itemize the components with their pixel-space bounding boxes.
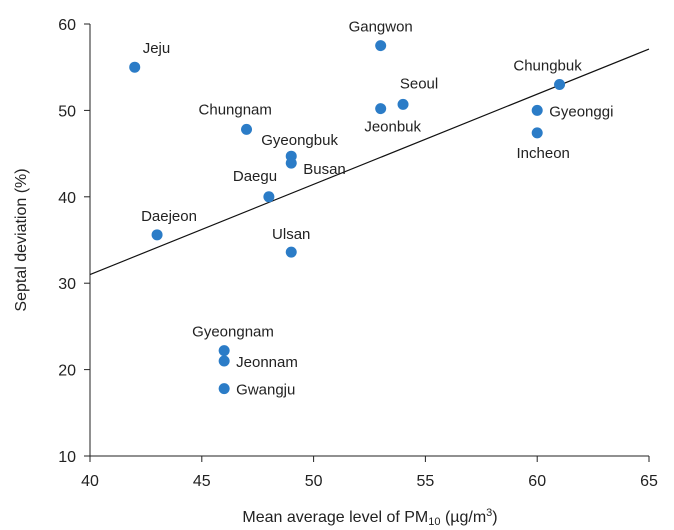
data-point bbox=[531, 104, 543, 116]
y-tick-label: 50 bbox=[58, 103, 76, 120]
x-axis-title-main: Mean average level of PM bbox=[242, 509, 428, 526]
point-label: Gangwon bbox=[349, 19, 413, 36]
point-label: Jeju bbox=[143, 40, 171, 57]
point-label: Seoul bbox=[400, 75, 438, 92]
data-point bbox=[531, 127, 543, 139]
point-label: Busan bbox=[303, 161, 346, 178]
point-label: Jeonnam bbox=[236, 354, 298, 371]
data-point bbox=[554, 78, 566, 90]
x-axis-title-subscript: 10 bbox=[428, 516, 440, 528]
y-axis-title: Septal deviation (%) bbox=[13, 168, 30, 311]
point-label: Gyeonggi bbox=[549, 103, 613, 120]
point-label: Jeonbuk bbox=[364, 119, 421, 136]
ticks: 10 20 30 40 50 60 40 45 50 55 60 65 bbox=[58, 17, 658, 490]
data-point bbox=[218, 345, 230, 357]
point-label: Daegu bbox=[233, 168, 277, 185]
x-tick-label: 60 bbox=[528, 473, 546, 490]
point-label: Incheon bbox=[517, 145, 570, 162]
point-label: Gyeongnam bbox=[192, 324, 274, 341]
data-point bbox=[285, 157, 297, 169]
data-point bbox=[218, 383, 230, 395]
x-axis-title-unit-end: ) bbox=[492, 509, 497, 526]
point-label: Gyeongbuk bbox=[261, 132, 338, 149]
data-point bbox=[151, 229, 163, 241]
y-tick-label: 60 bbox=[58, 17, 76, 34]
y-tick-label: 40 bbox=[58, 190, 76, 207]
data-points bbox=[129, 40, 566, 395]
data-point bbox=[375, 40, 387, 52]
point-label: Ulsan bbox=[272, 226, 310, 243]
y-tick-label: 30 bbox=[58, 276, 76, 293]
x-axis-title-unit: (µg/m bbox=[441, 509, 487, 526]
point-label: Gwangju bbox=[236, 382, 295, 399]
data-point bbox=[263, 191, 275, 203]
data-point bbox=[129, 61, 141, 73]
x-tick-label: 65 bbox=[640, 473, 658, 490]
point-label: Chungnam bbox=[199, 101, 272, 118]
data-point bbox=[375, 103, 387, 115]
x-axis-title-superscript: 3 bbox=[486, 507, 492, 519]
point-labels: Jeju Gangwon Chungbuk Seoul Jeonbuk Gyeonggi I… bbox=[141, 19, 613, 399]
axes bbox=[89, 24, 649, 457]
data-point bbox=[218, 355, 230, 367]
x-tick-label: 45 bbox=[193, 473, 211, 490]
point-label: Chungbuk bbox=[513, 57, 582, 74]
x-axis-title: Mean average level of PM10 (µg/m3) bbox=[242, 507, 497, 528]
data-point bbox=[241, 123, 253, 135]
data-point bbox=[397, 98, 409, 110]
point-label: Daejeon bbox=[141, 208, 197, 225]
y-tick-label: 10 bbox=[58, 449, 76, 466]
x-tick-label: 55 bbox=[417, 473, 435, 490]
x-tick-label: 40 bbox=[81, 473, 99, 490]
data-point bbox=[285, 246, 297, 258]
y-tick-label: 20 bbox=[58, 363, 76, 380]
x-tick-label: 50 bbox=[305, 473, 323, 490]
